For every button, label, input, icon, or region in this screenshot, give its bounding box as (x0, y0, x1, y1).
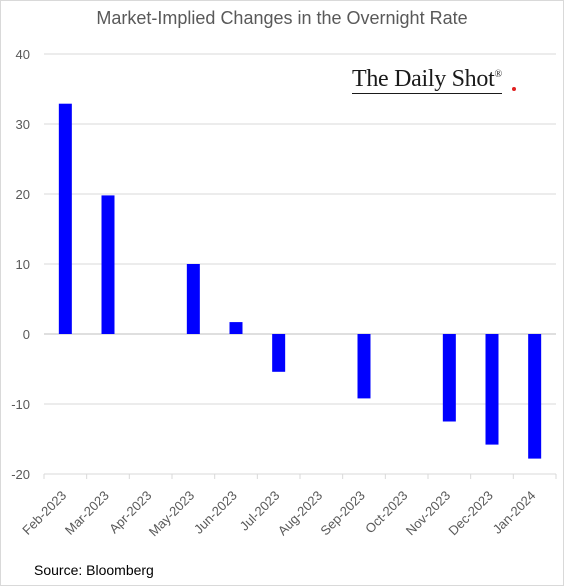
x-tick-label: Jun-2023 (191, 488, 240, 537)
bar (58, 103, 72, 334)
x-tick-label: Feb-2023 (19, 488, 69, 538)
bar (442, 334, 456, 422)
bar (101, 195, 115, 334)
brand-dot-icon (512, 87, 516, 91)
brand-logo: The Daily Shot® (352, 62, 502, 94)
y-tick-label: 20 (16, 187, 30, 202)
y-tick-label: -20 (11, 467, 30, 482)
bar (186, 264, 200, 334)
x-tick-label: Mar-2023 (62, 488, 112, 538)
bar (485, 334, 499, 445)
x-tick-label: Nov-2023 (403, 488, 453, 538)
x-tick-label: May-2023 (146, 488, 197, 539)
chart-title: Market-Implied Changes in the Overnight … (96, 8, 468, 28)
y-tick-label: 40 (16, 47, 30, 62)
x-axis-ticks: Feb-2023Mar-2023Apr-2023May-2023Jun-2023… (19, 488, 538, 539)
source-note: Source: Bloomberg (34, 562, 154, 578)
y-tick-label: 0 (23, 327, 30, 342)
bar (272, 334, 286, 372)
bar (357, 334, 371, 399)
x-tick-label: Jan-2024 (490, 488, 539, 537)
y-tick-label: 10 (16, 257, 30, 272)
bar (229, 322, 243, 334)
y-axis-ticks: 40 30 20 10 0 -10 -20 (11, 47, 30, 482)
x-axis-tick-marks (43, 474, 557, 479)
x-tick-label: Sep-2023 (317, 488, 367, 538)
gridlines (44, 53, 556, 475)
x-tick-label: Dec-2023 (445, 488, 495, 538)
bars (58, 103, 542, 459)
y-tick-label: 30 (16, 117, 30, 132)
bar (528, 334, 542, 459)
x-tick-label: Aug-2023 (275, 488, 325, 538)
y-tick-label: -10 (11, 397, 30, 412)
